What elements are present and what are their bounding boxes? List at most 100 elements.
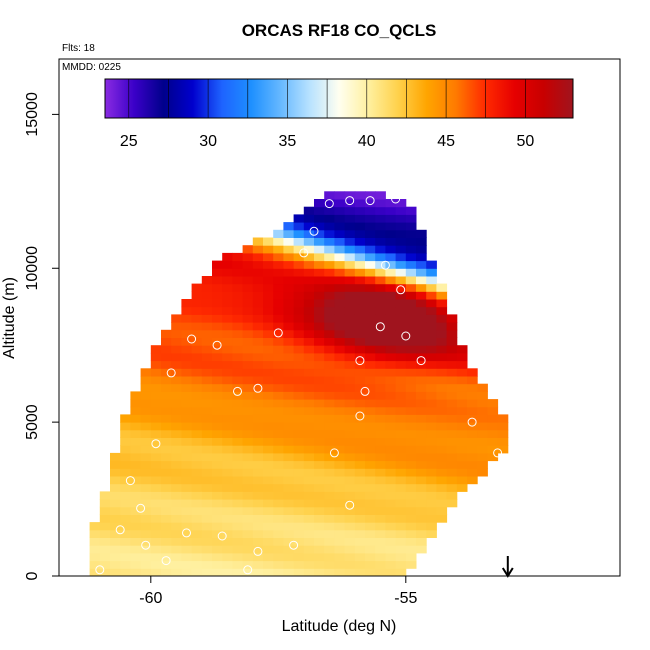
field-cell <box>314 299 325 308</box>
field-cell <box>293 268 305 277</box>
field-cell <box>171 414 182 423</box>
field-cell <box>273 414 284 423</box>
sample-point <box>355 411 365 421</box>
field-cell <box>354 437 366 446</box>
field-cell <box>314 460 325 469</box>
field-cell <box>314 483 325 492</box>
field-cell <box>385 560 397 569</box>
field-cell <box>201 283 213 292</box>
field-cell <box>416 452 427 462</box>
colorbar-tick-label: 40 <box>358 133 376 150</box>
field-cell <box>110 560 121 569</box>
field-cell <box>171 406 182 415</box>
field-cell <box>314 560 325 569</box>
field-cell <box>416 291 427 300</box>
field-cell <box>324 291 335 300</box>
field-cell <box>222 506 233 515</box>
field-cell <box>181 537 193 546</box>
field-cell <box>405 422 417 431</box>
field-cell <box>436 352 448 362</box>
field-cell <box>191 422 203 431</box>
field-cell <box>334 537 346 546</box>
field-cell <box>242 537 254 546</box>
field-cell <box>252 537 264 546</box>
field-cell <box>395 314 407 323</box>
field-cell <box>446 422 458 431</box>
field-cell <box>334 399 346 408</box>
field-cell <box>161 406 172 415</box>
field-cell <box>171 529 182 538</box>
field-cell <box>324 299 335 308</box>
field-cell <box>273 229 284 238</box>
field-cell <box>354 222 366 231</box>
field-cell <box>191 414 203 423</box>
field-cell <box>303 214 315 223</box>
field-cell <box>314 522 325 531</box>
field-cell <box>375 506 386 515</box>
field-cell <box>426 414 437 423</box>
field-cell <box>303 383 315 392</box>
sample-point <box>95 565 105 575</box>
field-cell <box>232 306 244 315</box>
field-cell <box>365 368 376 377</box>
field-cell <box>354 322 366 331</box>
field-cell <box>416 383 427 392</box>
colorbar-tick-label: 50 <box>517 133 535 150</box>
field-cell <box>354 491 366 500</box>
field-cell <box>293 306 305 315</box>
field-cell <box>252 529 264 538</box>
field-cell <box>405 214 417 223</box>
field-cell <box>314 276 325 285</box>
field-cell <box>436 514 448 523</box>
sample-point <box>115 525 125 535</box>
field-cell <box>242 383 254 392</box>
field-cell <box>252 391 264 400</box>
field-cell <box>161 499 172 508</box>
field-cell <box>283 314 295 323</box>
field-cell <box>416 491 427 500</box>
field-cell <box>314 529 325 538</box>
field-cell <box>446 399 458 408</box>
field-cell <box>385 429 397 438</box>
field-cell <box>110 460 121 469</box>
field-cell <box>161 491 172 500</box>
field-cell <box>222 445 233 454</box>
field-cell <box>375 214 386 223</box>
field-cell <box>344 252 356 262</box>
field-cell <box>334 252 346 262</box>
field-cell <box>365 483 376 492</box>
field-cell <box>344 414 356 423</box>
field-cell <box>181 514 193 523</box>
field-cell <box>385 299 397 308</box>
field-cell <box>303 252 315 262</box>
field-cell <box>212 537 223 546</box>
field-cell <box>171 337 182 346</box>
field-cell <box>89 545 101 554</box>
field-cell <box>303 237 315 246</box>
field-cell <box>232 476 244 485</box>
field-cell <box>171 537 182 546</box>
field-cell <box>242 352 254 362</box>
field-cell <box>293 222 305 231</box>
field-cell <box>344 545 356 554</box>
field-cell <box>395 391 407 400</box>
field-cell <box>161 452 172 462</box>
field-cell <box>99 499 111 508</box>
sample-point <box>493 448 503 458</box>
field-cell <box>99 552 111 562</box>
field-cell <box>334 283 346 292</box>
field-cell <box>181 429 193 438</box>
field-cell <box>385 206 397 215</box>
field-cell <box>426 491 437 500</box>
field-cell <box>181 452 193 462</box>
field-cell <box>191 545 203 554</box>
field-cell <box>456 437 468 446</box>
field-cell <box>252 322 264 331</box>
field-cell <box>385 452 397 462</box>
field-cell <box>150 529 162 538</box>
field-cell <box>375 322 386 331</box>
field-cell <box>385 260 397 269</box>
field-cell <box>222 399 233 408</box>
field-cell <box>212 483 223 492</box>
field-cell <box>171 399 182 408</box>
